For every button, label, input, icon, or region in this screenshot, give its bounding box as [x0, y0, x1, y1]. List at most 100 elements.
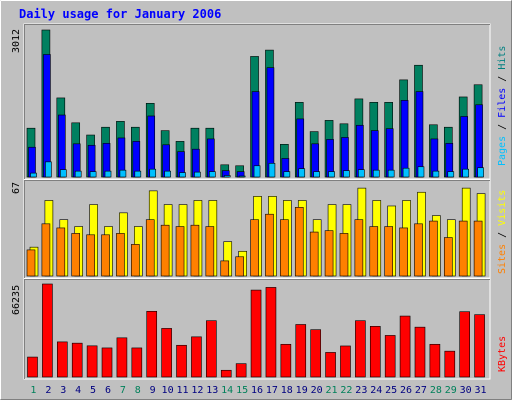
- bar-kbytes-day-17: [265, 287, 277, 378]
- bar-kbytes-day-10: [161, 328, 172, 378]
- x-tick-label-day-25: 25: [385, 385, 397, 396]
- bar-files-day-19: [296, 118, 305, 178]
- bar-sites-day-30: [458, 220, 468, 277]
- bar-pages-day-25: [387, 169, 395, 178]
- y-max-label-middle: 67: [11, 182, 22, 194]
- bar-kbytes-day-13: [206, 320, 217, 378]
- bar-pages-day-26: [402, 167, 410, 178]
- bar-pages-day-17: [268, 163, 276, 178]
- bar-sites-day-15: [235, 256, 244, 277]
- y-label-middle: Sites / Visits: [497, 190, 508, 274]
- bar-pages-day-3: [60, 169, 67, 178]
- bar-kbytes-day-4: [71, 342, 83, 378]
- bar-pages-day-27: [417, 166, 425, 178]
- x-tick-label-day-9: 9: [150, 385, 156, 396]
- bar-kbytes-day-31: [474, 314, 485, 378]
- bar-kbytes-day-14: [220, 369, 232, 378]
- x-tick-label-day-15: 15: [236, 385, 248, 396]
- bar-sites-day-16: [250, 219, 259, 277]
- x-tick-label-day-2: 2: [45, 385, 51, 396]
- x-tick-label-day-24: 24: [370, 385, 382, 396]
- bar-sites-day-14: [220, 260, 230, 277]
- bar-kbytes-day-7: [116, 337, 128, 378]
- bar-sites-day-10: [160, 224, 170, 277]
- bar-pages-day-8: [134, 170, 142, 178]
- bar-pages-day-12: [194, 171, 201, 178]
- bar-kbytes-day-23: [355, 320, 366, 378]
- x-tick-label-day-26: 26: [400, 385, 412, 396]
- bar-sites-day-28: [429, 220, 438, 277]
- bar-files-day-1: [28, 146, 36, 178]
- bar-sites-day-6: [101, 234, 110, 277]
- bar-pages-day-7: [119, 169, 127, 178]
- x-tick-label-day-23: 23: [355, 385, 367, 396]
- x-tick-label-day-12: 12: [191, 385, 203, 396]
- bar-kbytes-day-6: [101, 347, 113, 378]
- y-max-label-bottom: 66235: [11, 285, 22, 315]
- y-label-sep3: /: [497, 226, 508, 244]
- bar-pages-day-21: [328, 171, 335, 178]
- y-label-hits: Hits: [497, 46, 508, 70]
- bar-kbytes-day-27: [414, 326, 426, 378]
- bar-kbytes-day-11: [176, 344, 187, 378]
- y-label-sites: Sites: [497, 244, 508, 274]
- x-tick-label-day-20: 20: [311, 385, 323, 396]
- bar-sites-day-27: [414, 223, 423, 277]
- bar-pages-day-9: [149, 168, 157, 178]
- bar-pages-day-29: [447, 171, 455, 178]
- bar-sites-day-13: [205, 226, 215, 277]
- bar-pages-day-31: [477, 167, 484, 178]
- y-label-files: Files: [497, 88, 508, 118]
- bar-files-day-30: [460, 116, 468, 178]
- x-axis-labels: 1 2 3 4 5 6 7 8 9 10 11 12 13 14 15 16 17 18 19 20 21 22 23 24 2…: [30, 385, 486, 396]
- y-label-visits: Visits: [497, 190, 508, 226]
- bar-files-day-25: [385, 128, 394, 178]
- bar-files-day-17: [266, 67, 275, 178]
- bar-files-day-9: [147, 115, 156, 178]
- bar-sites-day-21: [324, 230, 334, 277]
- bar-sites-day-5: [86, 234, 95, 277]
- bar-kbytes-day-12: [191, 336, 202, 378]
- x-tick-label-day-18: 18: [281, 385, 293, 396]
- bar-files-day-2: [43, 54, 51, 178]
- bar-sites-day-22: [339, 233, 349, 277]
- y-label-sep1: /: [497, 118, 508, 136]
- bar-pages-day-30: [462, 168, 469, 178]
- bar-sites-day-26: [399, 227, 408, 277]
- y-label-bottom: KBytes: [497, 336, 508, 372]
- bar-pages-day-24: [372, 169, 380, 178]
- bar-pages-day-15: [238, 175, 246, 178]
- bar-pages-day-18: [283, 171, 291, 178]
- bar-pages-day-2: [45, 161, 52, 178]
- bar-pages-day-16: [253, 165, 261, 178]
- bar-pages-day-4: [74, 170, 82, 178]
- bar-sites-day-19: [294, 207, 304, 277]
- y-label-kbytes: KBytes: [497, 336, 508, 372]
- bar-kbytes-day-29: [444, 350, 456, 378]
- chart-title: Daily usage for January 2006: [19, 7, 221, 21]
- bar-sites-day-8: [131, 244, 140, 277]
- y-label-pages: Pages: [497, 136, 508, 166]
- bars-pages-files-hits: [26, 29, 484, 178]
- panel-sites-visits: 67 Sites / Visits: [11, 179, 508, 279]
- bar-pages-day-28: [432, 170, 440, 178]
- bar-sites-day-17: [265, 213, 274, 277]
- x-tick-label-day-8: 8: [135, 385, 141, 396]
- x-tick-label-day-10: 10: [162, 385, 174, 396]
- bar-pages-day-10: [164, 170, 171, 178]
- x-tick-label-day-31: 31: [475, 385, 487, 396]
- bar-kbytes-day-22: [340, 345, 351, 378]
- x-tick-label-day-1: 1: [30, 385, 36, 396]
- bar-pages-day-13: [209, 171, 216, 178]
- bar-files-day-3: [58, 114, 66, 178]
- bar-pages-day-23: [358, 169, 365, 178]
- x-tick-label-day-21: 21: [325, 385, 337, 396]
- bar-files-day-23: [356, 124, 364, 178]
- bar-kbytes-day-8: [131, 347, 143, 378]
- bar-sites-day-23: [354, 219, 364, 277]
- bar-kbytes-day-21: [325, 352, 336, 378]
- x-tick-label-day-28: 28: [430, 385, 442, 396]
- bar-sites-day-4: [71, 233, 81, 277]
- x-tick-label-day-5: 5: [90, 385, 96, 396]
- bar-sites-day-31: [473, 220, 483, 277]
